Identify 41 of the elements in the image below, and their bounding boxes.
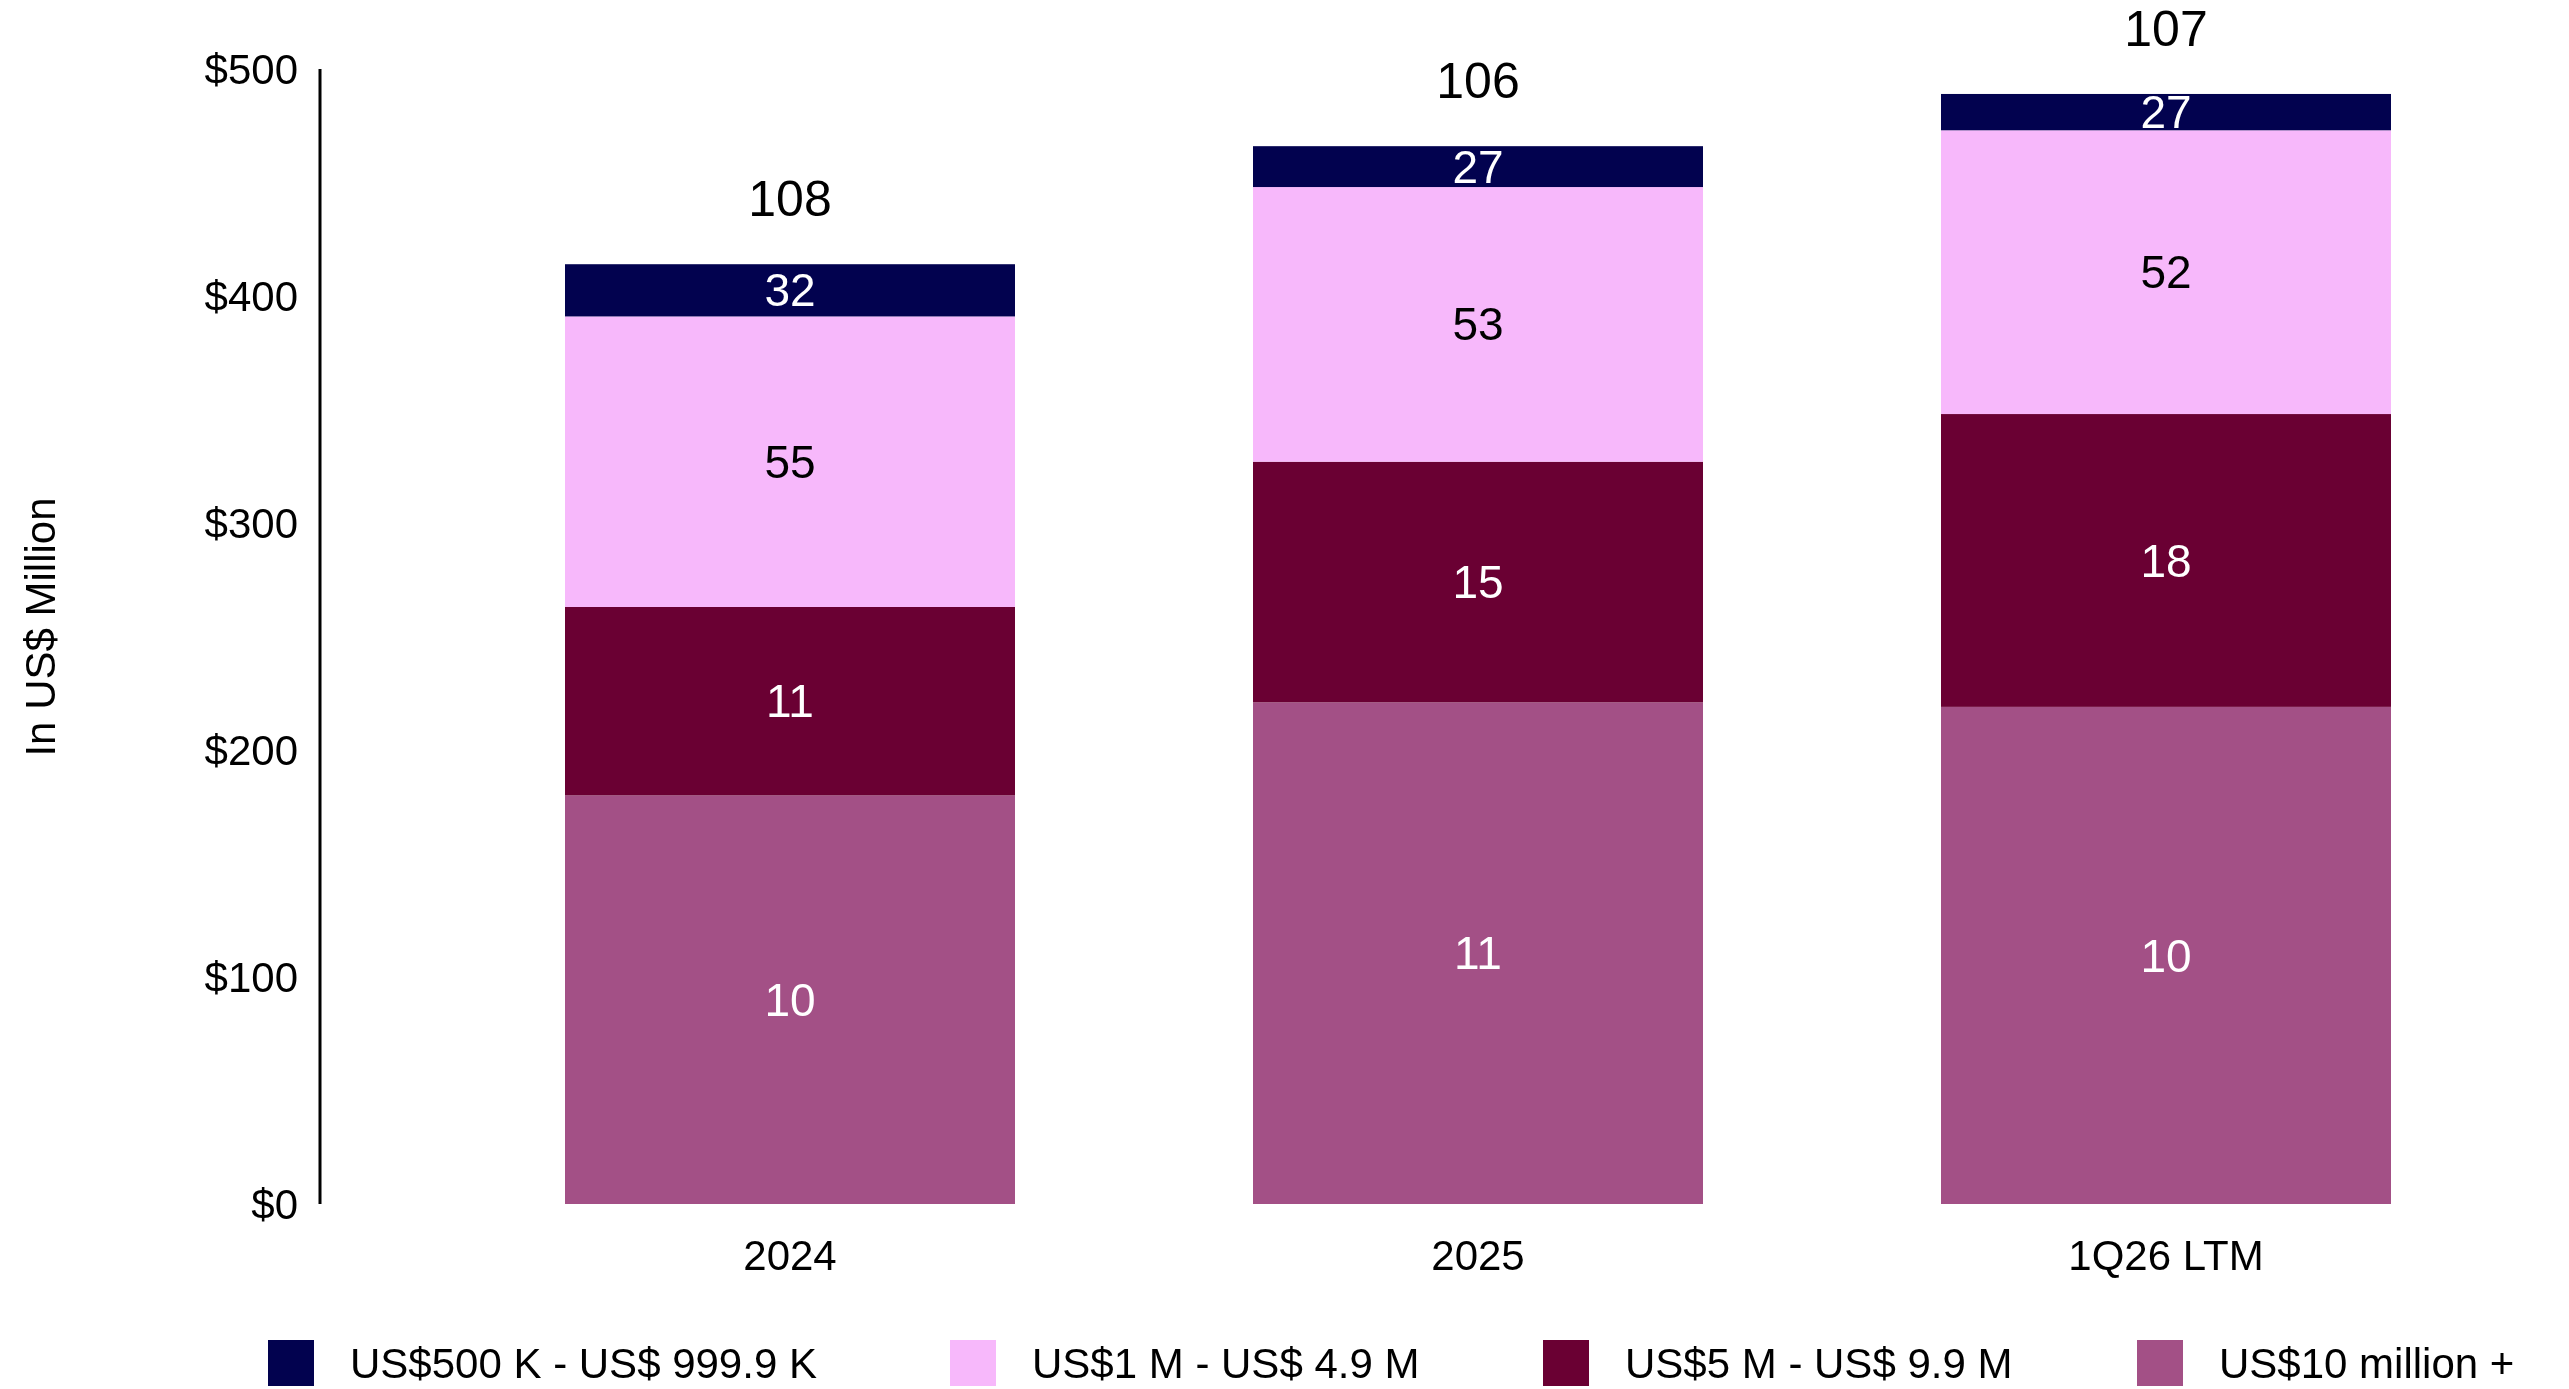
bar (1253, 461, 1703, 703)
annotation: 27 (1452, 140, 1504, 193)
legend-label: US$5 M - US$ 9.9 M (1625, 1339, 2013, 1387)
bar (565, 606, 1015, 796)
y-tick-label: $300 (204, 499, 298, 547)
annotation: 10 (764, 973, 816, 1026)
bar (565, 316, 1015, 607)
bar (1941, 706, 2391, 1204)
y-tick-label: $500 (204, 45, 298, 93)
legend-label: US$1 M - US$ 4.9 M (1032, 1339, 1420, 1387)
annotation: 52 (2140, 246, 2192, 299)
y-tick-label: $0 (251, 1180, 298, 1228)
bar (1253, 187, 1703, 462)
x-tick-label: 2024 (743, 1232, 837, 1279)
y-tick-label: $100 (204, 953, 298, 1001)
y-tick-label: $400 (204, 272, 298, 320)
bar (1941, 130, 2391, 415)
bar (565, 795, 1015, 1204)
annotation: 53 (1452, 298, 1504, 351)
annotation: 106 (1436, 53, 1520, 110)
annotation: 32 (764, 264, 816, 317)
bar (565, 264, 1015, 317)
annotation: 11 (766, 675, 814, 728)
annotation: 10 (2140, 929, 2192, 982)
annotation: 18 (2140, 534, 2192, 587)
bar (1253, 146, 1703, 188)
y-axis-title: In US$ Million (17, 497, 64, 757)
bar (1941, 414, 2391, 707)
annotation: 108 (748, 171, 832, 228)
text: 107 (2124, 0, 2208, 57)
bar (1253, 702, 1703, 1204)
annotation: 11 (1454, 927, 1502, 980)
legend-label: US$500 K - US$ 999.9 K (350, 1339, 817, 1387)
y-tick-label: $200 (204, 726, 298, 774)
bar (1941, 93, 2391, 131)
x-tick-label: 1Q26 LTM (2068, 1232, 2264, 1279)
legend-label: US$10 million + (2219, 1339, 2515, 1387)
annotation: 27 (2140, 86, 2192, 139)
x-tick-label: 2025 (1431, 1232, 1525, 1279)
annotation: 55 (764, 435, 816, 488)
annotation: 15 (1452, 556, 1504, 609)
